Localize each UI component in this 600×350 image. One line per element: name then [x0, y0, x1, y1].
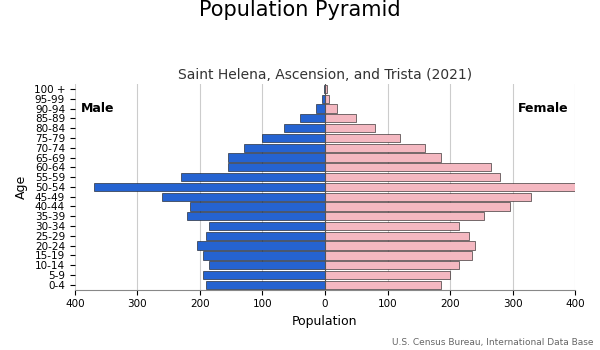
Bar [262, 134, 325, 142]
Bar [228, 153, 325, 162]
Bar [325, 134, 400, 142]
Bar [244, 144, 325, 152]
Bar [325, 124, 375, 132]
Bar [325, 114, 356, 122]
Bar [187, 212, 325, 220]
Bar [325, 212, 484, 220]
Bar [325, 241, 475, 250]
X-axis label: Population: Population [292, 315, 358, 328]
Bar [94, 183, 325, 191]
Bar [300, 114, 325, 122]
Text: Male: Male [81, 102, 115, 115]
Bar [284, 124, 325, 132]
Bar [325, 271, 450, 279]
Bar [325, 144, 425, 152]
Text: Female: Female [518, 102, 569, 115]
Bar [228, 163, 325, 172]
Bar [209, 261, 325, 270]
Bar [325, 193, 532, 201]
Bar [325, 261, 460, 270]
Title: Saint Helena, Ascension, and Trista (2021): Saint Helena, Ascension, and Trista (202… [178, 68, 472, 82]
Bar [324, 85, 325, 93]
Bar [203, 251, 325, 260]
Bar [325, 281, 441, 289]
Text: Population Pyramid: Population Pyramid [199, 0, 401, 20]
Bar [325, 251, 472, 260]
Bar [316, 104, 325, 113]
Bar [181, 173, 325, 181]
Bar [325, 153, 441, 162]
Bar [206, 281, 325, 289]
Bar [190, 202, 325, 211]
Bar [163, 193, 325, 201]
Bar [325, 94, 329, 103]
Bar [206, 232, 325, 240]
Bar [325, 104, 337, 113]
Bar [203, 271, 325, 279]
Bar [325, 173, 500, 181]
Bar [322, 94, 325, 103]
Bar [209, 222, 325, 230]
Bar [325, 202, 509, 211]
Y-axis label: Age: Age [15, 175, 28, 199]
Bar [325, 85, 327, 93]
Bar [325, 232, 469, 240]
Bar [325, 163, 491, 172]
Bar [325, 183, 575, 191]
Text: U.S. Census Bureau, International Data Base: U.S. Census Bureau, International Data B… [392, 337, 594, 346]
Bar [325, 222, 460, 230]
Bar [197, 241, 325, 250]
